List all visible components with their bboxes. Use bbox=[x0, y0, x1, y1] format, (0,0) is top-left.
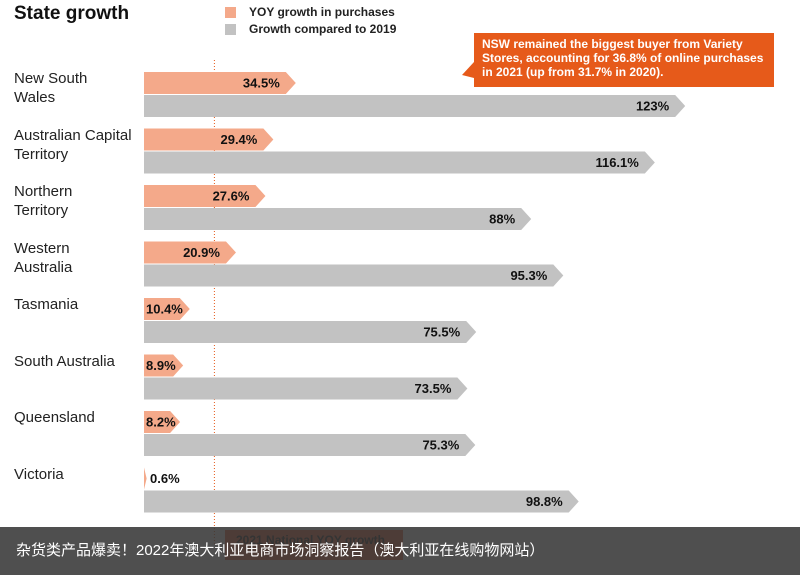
category-label: Victoria bbox=[14, 465, 64, 483]
value-label: 75.3% bbox=[422, 437, 459, 452]
bar bbox=[144, 241, 236, 264]
value-label: 123% bbox=[636, 98, 670, 113]
legend-label: YOY growth in purchases bbox=[249, 5, 395, 19]
category-label: Queensland bbox=[14, 409, 95, 426]
legend-label: Growth compared to 2019 bbox=[249, 22, 397, 36]
bar bbox=[144, 95, 686, 117]
value-label: 34.5% bbox=[243, 75, 280, 90]
bar bbox=[144, 321, 477, 343]
value-label: 95.3% bbox=[510, 268, 547, 283]
bar bbox=[144, 298, 190, 320]
value-label: 98.8% bbox=[526, 494, 563, 509]
value-label: 8.9% bbox=[146, 358, 176, 373]
bar bbox=[144, 434, 476, 456]
value-label: 10.4% bbox=[146, 301, 183, 316]
annotation-pointer bbox=[462, 62, 474, 78]
value-label: 29.4% bbox=[220, 132, 257, 147]
annotation: NSW remained the biggest buyer from Vari… bbox=[474, 33, 774, 87]
value-label: 20.9% bbox=[183, 245, 220, 260]
bar bbox=[144, 467, 147, 490]
chart-title: State growth bbox=[14, 3, 129, 24]
bar bbox=[144, 151, 655, 174]
category-label: South Australia bbox=[14, 352, 115, 370]
category-label: Australian Capital Territory bbox=[14, 126, 132, 163]
category-label: Tasmania bbox=[14, 296, 79, 313]
value-label: 116.1% bbox=[595, 155, 639, 170]
legend-swatch bbox=[225, 24, 236, 35]
value-label: 8.2% bbox=[146, 414, 176, 429]
bar bbox=[144, 208, 532, 230]
bar bbox=[144, 411, 181, 433]
bar bbox=[144, 354, 184, 377]
legend-swatch bbox=[225, 7, 236, 18]
category-label: New South Wales bbox=[14, 70, 88, 106]
bar bbox=[144, 185, 266, 207]
value-label: 73.5% bbox=[415, 381, 452, 396]
value-label: 0.6% bbox=[150, 471, 180, 486]
value-label: 88% bbox=[489, 211, 515, 226]
bar bbox=[144, 377, 468, 400]
bar bbox=[144, 490, 579, 513]
caption: 杂货类产品爆卖！2022年澳大利亚电商市场洞察报告（澳大利亚在线购物网站） bbox=[0, 527, 800, 575]
category-label: Northern Territory bbox=[14, 183, 73, 219]
value-label: 27.6% bbox=[213, 188, 250, 203]
bar bbox=[144, 72, 296, 94]
category-label: Western Australia bbox=[14, 239, 73, 276]
bar bbox=[144, 264, 564, 287]
bar bbox=[144, 128, 274, 151]
value-label: 75.5% bbox=[423, 324, 460, 339]
